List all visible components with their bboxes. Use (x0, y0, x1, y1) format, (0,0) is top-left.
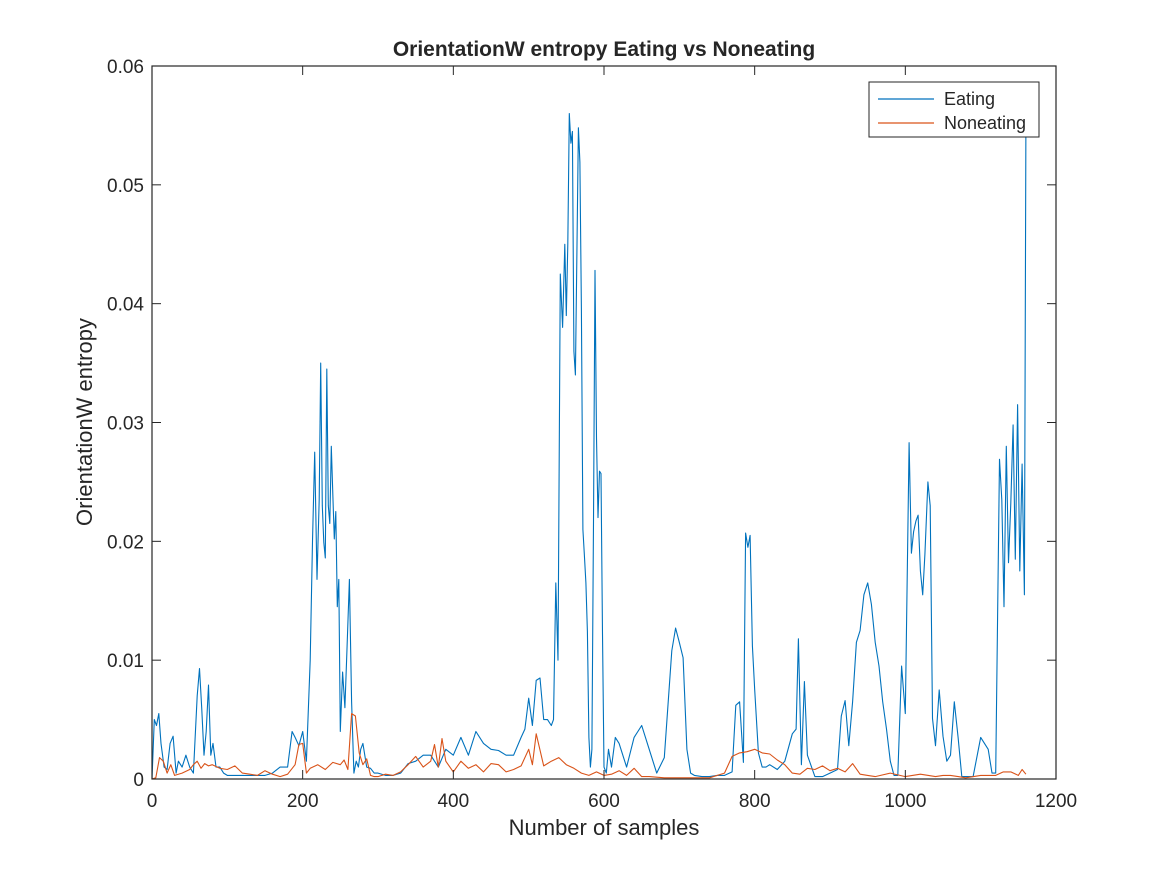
legend-label-eating: Eating (944, 89, 995, 109)
x-tick-label: 200 (287, 791, 319, 812)
x-tick-label: 1200 (1035, 791, 1077, 812)
series-line-noneating (151, 713, 1027, 780)
y-tick-label: 0 (133, 770, 144, 791)
series-layer (151, 112, 1027, 780)
y-tick-label: 0.01 (107, 651, 144, 672)
x-tick-label: 1000 (884, 791, 926, 812)
x-axis-label: Number of samples (509, 815, 700, 840)
y-tick-label: 0.05 (107, 176, 144, 197)
y-tick-label: 0.04 (107, 295, 144, 316)
x-axis: 0 200 400 600 800 1000 1200 (147, 66, 1077, 812)
legend[interactable]: Eating Noneating (868, 81, 1040, 138)
y-axis-label: OrientationW entropy (72, 318, 97, 526)
x-tick-label: 0 (147, 791, 158, 812)
y-tick-label: 0.03 (107, 414, 144, 435)
legend-label-noneating: Noneating (944, 113, 1026, 133)
y-tick-label: 0.02 (107, 532, 144, 553)
x-tick-label: 800 (739, 791, 771, 812)
legend-box (868, 81, 1040, 138)
plot-area (152, 66, 1056, 779)
chart-title: OrientationW entropy Eating vs Noneating (393, 38, 815, 61)
x-tick-label: 400 (437, 791, 469, 812)
y-tick-label: 0.06 (107, 57, 144, 78)
x-tick-label: 600 (588, 791, 620, 812)
series-line-eating (151, 112, 1027, 780)
y-axis: 0 0.01 0.02 0.03 0.04 0.05 0.06 (107, 57, 1056, 791)
